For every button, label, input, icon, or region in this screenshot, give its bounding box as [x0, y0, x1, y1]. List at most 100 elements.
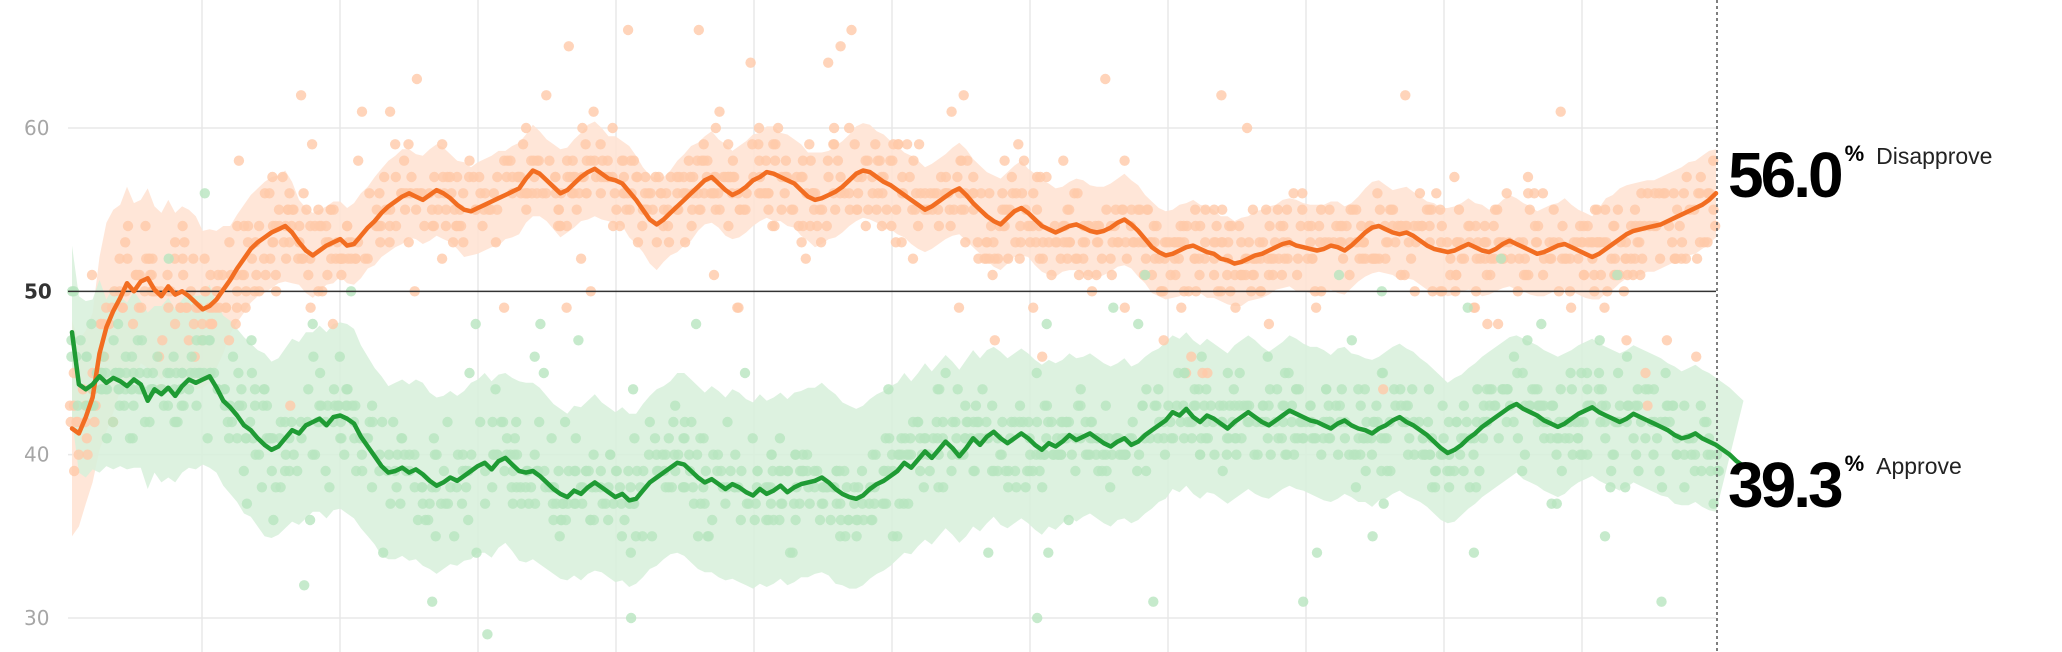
approve-poll-dot [1656, 596, 1667, 607]
approve-poll-dot [449, 531, 460, 542]
disapprove-poll-dot [197, 318, 208, 330]
disapprove-poll-dot [999, 155, 1010, 166]
y-tick-label: 60 [24, 116, 49, 140]
approve-poll-dot [570, 465, 581, 477]
disapprove-poll-dot [285, 400, 296, 411]
disapprove-poll-dot [573, 188, 585, 199]
disapprove-poll-dot [69, 465, 80, 477]
approve-poll-dot [286, 416, 297, 428]
disapprove-poll-dot [727, 171, 739, 183]
disapprove-poll-dot [1093, 220, 1105, 232]
approve-poll-dot [1034, 465, 1045, 477]
approve-poll-dot [296, 433, 307, 444]
disapprove-poll-dot [1310, 302, 1322, 313]
disapprove-poll-dot [686, 220, 697, 232]
disapprove-poll-dot [622, 24, 634, 36]
approve-poll-dot [147, 367, 159, 379]
approve-poll-dot [1283, 367, 1294, 379]
approve-poll-dot [625, 612, 637, 624]
disapprove-poll-dot [1426, 204, 1437, 215]
disapprove-poll-dot [595, 139, 606, 150]
disapprove-poll-dot [688, 171, 699, 183]
disapprove-poll-dot [1414, 188, 1426, 199]
disapprove-poll-dot [1531, 237, 1543, 248]
disapprove-poll-dot [1337, 253, 1349, 264]
approve-poll-dot [1567, 449, 1578, 460]
approve-poll-dot [1449, 465, 1460, 477]
approve-poll-dot [1133, 449, 1145, 460]
approve-poll-dot [1148, 596, 1159, 607]
disapprove-poll-dot [1223, 237, 1234, 248]
disapprove-poll-dot [776, 204, 787, 215]
approve-poll-dot [1512, 433, 1524, 444]
approve-poll-dot [1371, 400, 1382, 411]
disapprove-poll-dot [843, 188, 855, 199]
approve-poll-dot [730, 449, 741, 460]
disapprove-poll-dot [267, 171, 278, 183]
approve-poll-dot [1660, 367, 1671, 379]
approve-poll-dot [1422, 416, 1434, 428]
disapprove-poll-dot [913, 139, 925, 150]
disapprove-poll-dot [1007, 188, 1018, 199]
disapprove-poll-dot [1208, 237, 1220, 248]
approve-poll-dot [856, 465, 868, 477]
disapprove-poll-dot [1435, 204, 1446, 215]
disapprove-poll-dot [1676, 237, 1688, 248]
disapprove-poll-dot [796, 171, 807, 183]
disapprove-poll-dot [1370, 253, 1382, 264]
approve-poll-dot [266, 465, 277, 477]
approve-poll-dot [1711, 449, 1723, 460]
disapprove-poll-dot [428, 220, 440, 232]
disapprove-poll-dot [114, 253, 125, 264]
approve-poll-dot [1236, 433, 1247, 444]
approve-poll-dot [851, 514, 862, 526]
approve-poll-dot [177, 367, 188, 379]
approve-poll-dot [629, 433, 640, 444]
approve-poll-dot [666, 482, 677, 493]
approve-poll-dot [884, 433, 895, 444]
approve-poll-dot [236, 384, 247, 395]
disapprove-poll-dot [260, 269, 271, 281]
approve-poll-dot [1214, 400, 1225, 411]
disapprove-poll-dot [1263, 318, 1275, 330]
disapprove-poll-dot [403, 139, 414, 150]
disapprove-poll-dot [270, 269, 281, 281]
disapprove-poll-dot [328, 204, 339, 215]
disapprove-poll-dot [1445, 253, 1456, 264]
disapprove-poll-dot [1481, 237, 1492, 248]
disapprove-poll-dot [953, 302, 965, 313]
disapprove-poll-dot [769, 155, 781, 166]
disapprove-poll-dot [693, 24, 704, 36]
approve-poll-dot [367, 416, 378, 428]
disapprove-poll-dot [602, 155, 613, 166]
disapprove-poll-dot [1578, 269, 1590, 281]
disapprove-poll-dot [1278, 220, 1289, 232]
disapprove-poll-dot [886, 220, 897, 232]
approve-poll-dot [1046, 416, 1057, 428]
approve-poll-dot [1358, 433, 1370, 444]
disapprove-poll-dot [350, 253, 361, 264]
approve-poll-dot [1600, 400, 1612, 411]
approve-poll-dot [335, 433, 346, 444]
disapprove-poll-dot [1431, 188, 1442, 199]
approve-poll-dot [1606, 465, 1617, 477]
disapprove-poll-dot [1668, 188, 1679, 199]
disapprove-poll-dot [1091, 237, 1103, 248]
disapprove-poll-dot [609, 188, 620, 199]
approve-poll-dot [442, 416, 453, 428]
approve-poll-dot [1323, 400, 1334, 411]
approve-poll-dot [1572, 433, 1583, 444]
approve-poll-dot [581, 465, 592, 477]
disapprove-poll-dot [852, 188, 864, 199]
disapprove-poll-dot [1186, 351, 1197, 362]
disapprove-poll-dot [1200, 204, 1211, 215]
disapprove-poll-dot [341, 220, 353, 232]
approve-poll-dot [835, 514, 847, 526]
approve-poll-dot [1332, 449, 1344, 460]
disapprove-poll-dot [577, 122, 588, 134]
approve-trend-line [69, 329, 1746, 503]
approve-poll-dot [507, 498, 519, 509]
disapprove-poll-dot [1062, 253, 1073, 264]
disapprove-poll-dot [561, 220, 573, 232]
approve-poll-dot [1070, 465, 1081, 477]
